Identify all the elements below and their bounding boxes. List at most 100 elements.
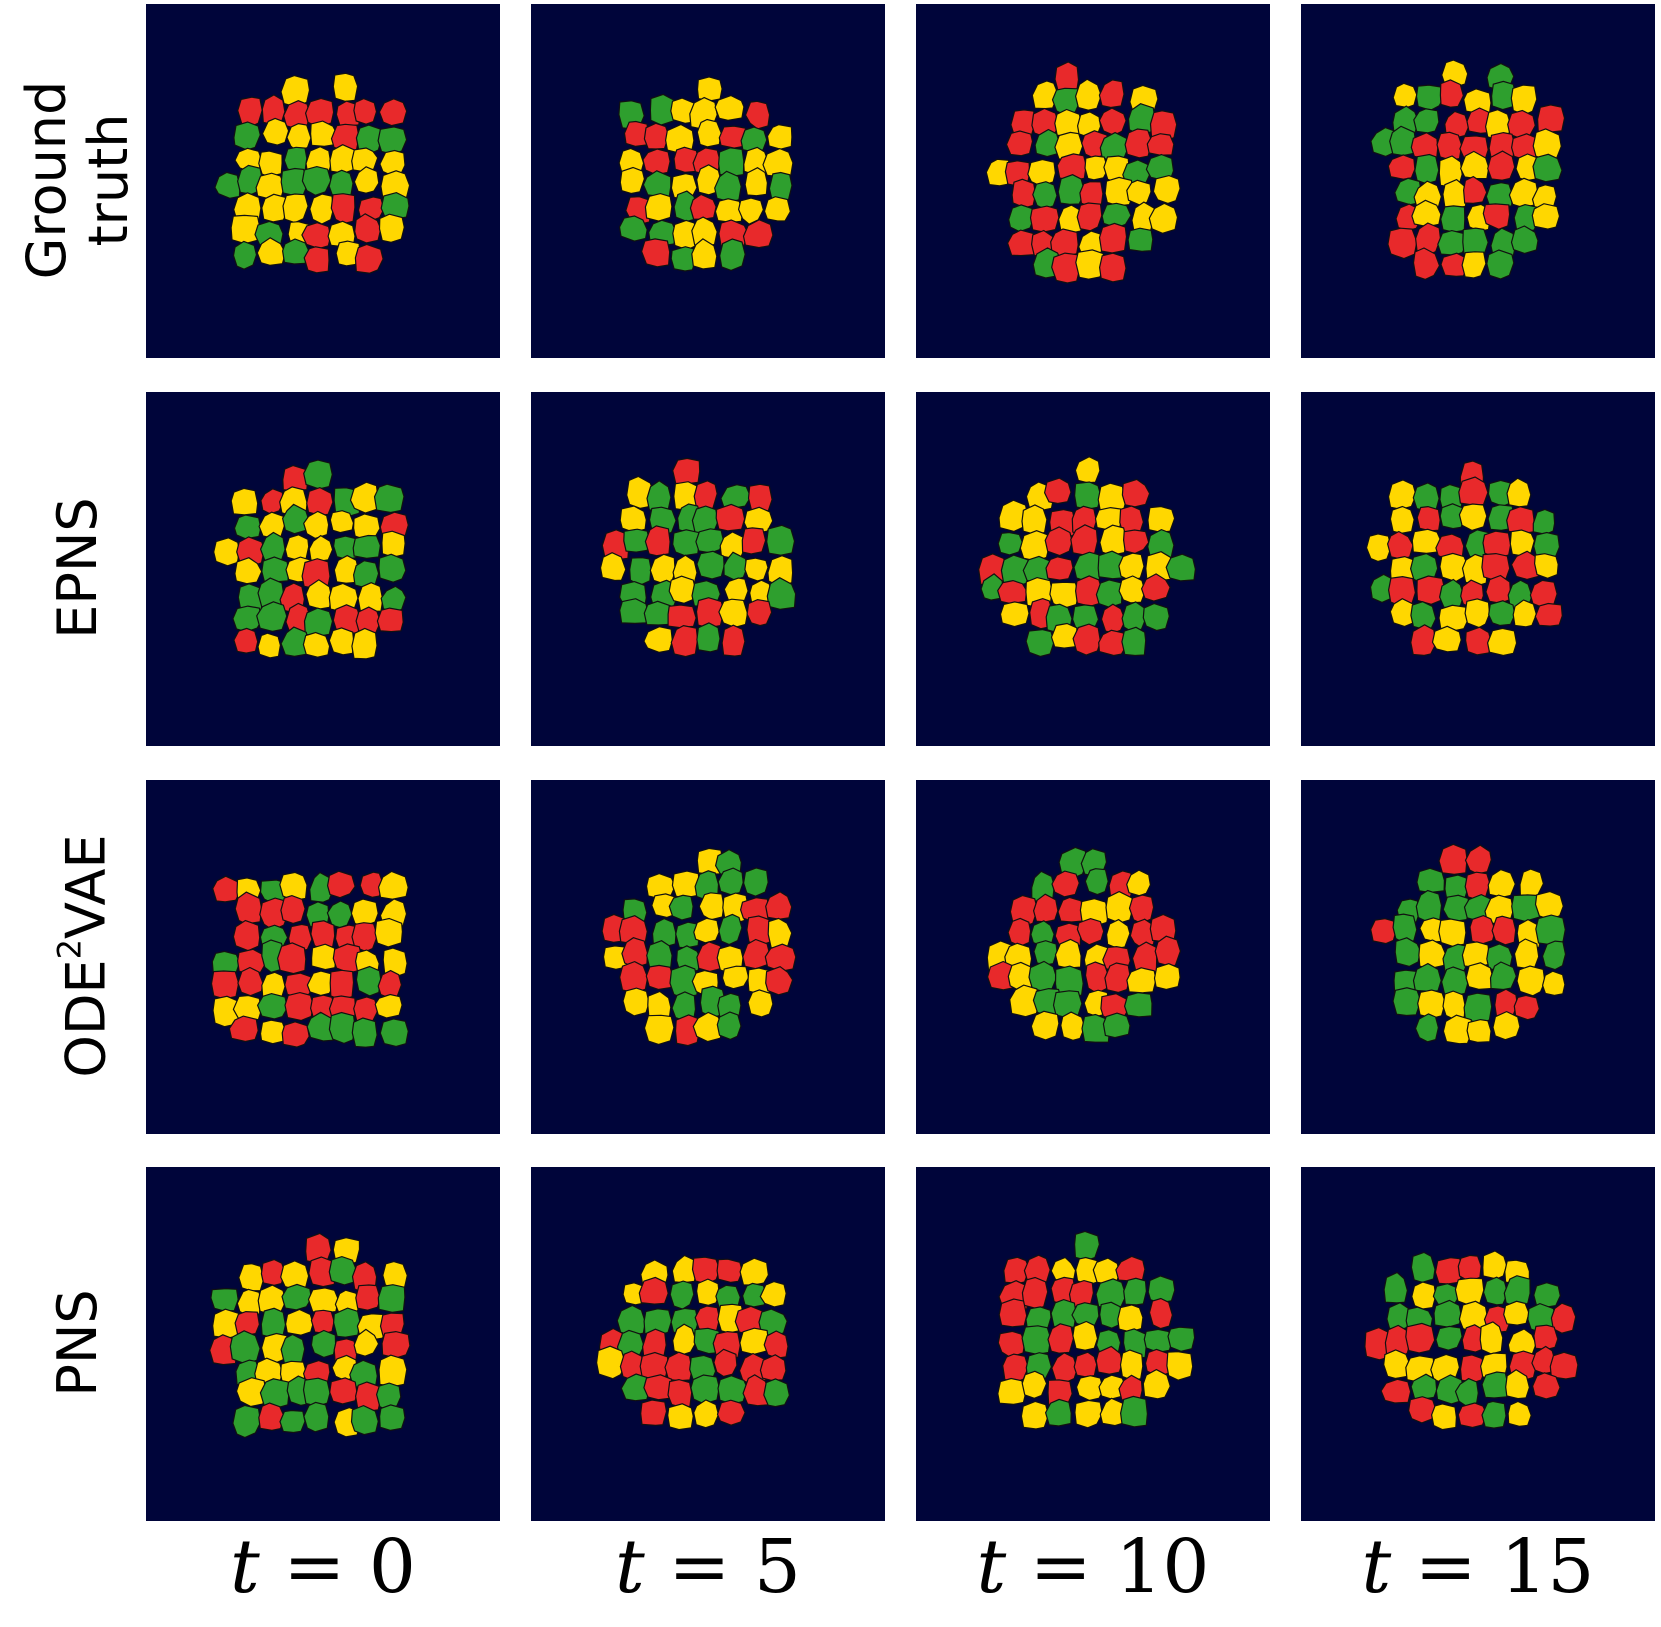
cell <box>1121 626 1147 657</box>
cell <box>1044 526 1073 557</box>
cell <box>354 1381 382 1412</box>
cell <box>328 1011 357 1045</box>
cell <box>303 1401 330 1433</box>
cell <box>1384 1324 1412 1359</box>
cell <box>696 76 723 102</box>
time-value: 0 <box>368 1524 416 1610</box>
cell <box>642 148 671 176</box>
cell <box>1411 1281 1437 1310</box>
cell <box>1431 625 1462 653</box>
cell <box>720 484 752 508</box>
cell <box>214 171 241 199</box>
cell <box>667 604 697 629</box>
cell <box>717 992 742 1020</box>
cell <box>765 966 794 996</box>
cell <box>351 922 379 953</box>
cell <box>232 919 261 952</box>
cell <box>623 528 650 553</box>
cell <box>741 1282 768 1308</box>
cell <box>282 193 309 224</box>
cell <box>744 167 769 197</box>
cell <box>1011 178 1037 209</box>
cell <box>599 552 627 582</box>
cell <box>1458 503 1488 532</box>
cell <box>237 966 264 997</box>
cell <box>382 1260 408 1289</box>
cell <box>351 1017 378 1048</box>
cell-colony <box>618 76 794 272</box>
cell <box>1510 225 1539 255</box>
cell <box>280 1333 306 1366</box>
cell <box>1009 984 1041 1018</box>
cell <box>377 1284 406 1313</box>
cell <box>351 147 379 173</box>
cell <box>1387 154 1416 180</box>
cell-colony <box>1365 460 1563 657</box>
cell <box>619 598 649 625</box>
cell <box>718 598 749 629</box>
cell <box>373 483 405 514</box>
cell <box>329 969 355 1001</box>
cell <box>696 622 721 653</box>
cell <box>1050 228 1079 258</box>
cell <box>354 243 384 274</box>
cell <box>1414 1013 1440 1043</box>
cell <box>1461 251 1487 279</box>
cell <box>696 118 722 148</box>
cell <box>303 459 333 490</box>
cell <box>303 510 330 540</box>
cell <box>232 605 263 633</box>
cell <box>667 1378 693 1409</box>
cell <box>767 555 794 588</box>
cell <box>1146 133 1175 156</box>
cell <box>719 238 746 272</box>
cell-colony <box>595 1254 791 1431</box>
cell-colony <box>213 459 409 660</box>
cell-colony <box>599 457 797 658</box>
cell <box>261 193 289 223</box>
cell <box>744 557 769 582</box>
cell <box>1516 965 1546 997</box>
cell <box>1128 894 1155 925</box>
cell <box>305 579 333 610</box>
cell <box>233 514 262 540</box>
cell <box>997 531 1024 556</box>
equals-sign: = <box>1029 1524 1092 1610</box>
equals-sign: = <box>283 1524 346 1610</box>
cell <box>997 1377 1027 1406</box>
time-value: 10 <box>1115 1524 1210 1610</box>
cell <box>1003 1256 1031 1285</box>
cell <box>376 607 404 633</box>
cell <box>1054 61 1080 93</box>
cell <box>1121 601 1148 634</box>
row-label-suffix: VAE <box>54 834 118 939</box>
cell <box>1481 1371 1510 1399</box>
cell <box>232 994 263 1022</box>
cell <box>1482 1250 1508 1280</box>
cell <box>691 238 718 270</box>
cell <box>1418 939 1447 969</box>
cell <box>1491 915 1517 946</box>
cell <box>1005 130 1034 157</box>
cell-colony <box>1370 59 1566 281</box>
cell <box>1079 181 1104 209</box>
cell <box>629 556 652 587</box>
cell <box>1412 247 1441 281</box>
cell <box>1410 132 1439 160</box>
cell <box>1081 1013 1111 1043</box>
cell <box>1482 1276 1509 1306</box>
cell <box>1073 481 1102 510</box>
cell <box>1454 1377 1479 1407</box>
cell <box>595 1345 627 1380</box>
cell <box>1115 1255 1146 1282</box>
cell <box>282 464 309 492</box>
cell <box>643 1308 673 1336</box>
cell <box>1072 623 1102 656</box>
cell <box>997 1330 1026 1359</box>
cell <box>1464 626 1493 656</box>
panel-pns-t15 <box>1301 1167 1655 1521</box>
cell <box>619 505 647 533</box>
cell <box>1509 529 1536 557</box>
cell <box>1057 896 1085 923</box>
